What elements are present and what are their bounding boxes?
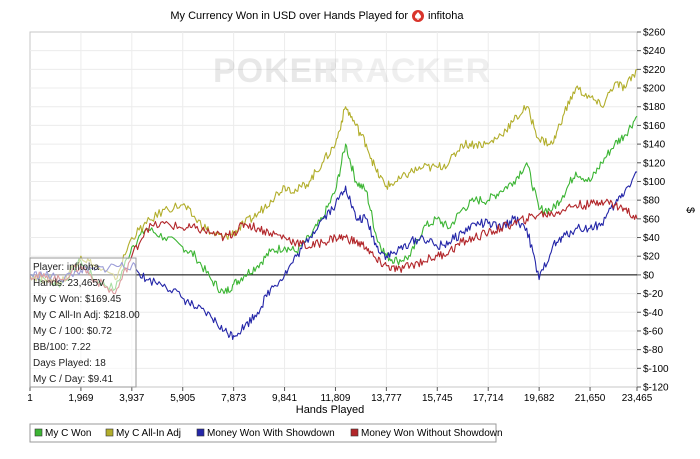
x-tick-label: 23,465	[622, 393, 653, 404]
x-tick-label: 17,714	[473, 393, 504, 404]
player-stats-box: Player: infitoha Hands: 23,465V My C Won: …	[29, 257, 140, 388]
pokertracker-watermark: POKER TRACKER	[213, 52, 491, 90]
y-tick-label: $-120	[643, 383, 669, 394]
poker-spade-icon	[412, 10, 424, 22]
legend-entry: Money Won Without Showdown	[361, 428, 503, 439]
y-tick-label: $0	[643, 270, 655, 281]
y-tick-label: $40	[643, 233, 660, 244]
y-axis-label: $	[684, 207, 696, 213]
x-tick-label: 1,969	[68, 393, 93, 404]
x-tick-label: 21,650	[575, 393, 606, 404]
legend-entry: My C Won	[45, 428, 92, 439]
x-tick-label: 5,905	[170, 393, 195, 404]
y-tick-label: $220	[643, 65, 666, 76]
x-tick-label: 15,745	[422, 393, 453, 404]
y-tick-label: $240	[643, 46, 666, 57]
series-line-2	[29, 68, 638, 285]
chart-title-player: infitoha	[428, 10, 464, 22]
stats-line: My C / 100: $0.72	[33, 326, 112, 337]
y-tick-label: $100	[643, 177, 666, 188]
legend-swatch	[196, 428, 205, 437]
y-tick-label: $120	[643, 158, 666, 169]
watermark-right: TRACKER	[318, 52, 491, 90]
stats-line: Hands: 23,465V	[33, 278, 105, 289]
legend: My C Won My C All-In Adj Money Won With Sh…	[29, 423, 503, 443]
x-tick-label: 1	[27, 393, 33, 404]
y-tick-label: $60	[643, 214, 660, 225]
stats-line: Days Played: 18	[33, 358, 106, 369]
chart-title: My Currency Won in USD over Hands Played…	[170, 10, 464, 22]
y-tick-label: $160	[643, 121, 666, 132]
y-tick-label: $200	[643, 84, 666, 95]
stats-line: My C / Day: $9.41	[33, 374, 113, 385]
y-tick-label: $260	[643, 28, 666, 39]
x-tick-label: 9,841	[272, 393, 297, 404]
series-line-1	[29, 115, 638, 295]
series-lines	[29, 68, 638, 341]
series-line-3	[29, 171, 638, 341]
series-line-4	[29, 198, 638, 295]
y-tick-label: $20	[643, 252, 660, 263]
legend-swatch	[350, 428, 359, 437]
x-tick-label: 3,937	[119, 393, 144, 404]
y-tick-label: $-20	[643, 289, 663, 300]
x-tick-label: 19,682	[524, 393, 555, 404]
legend-swatch	[34, 428, 43, 437]
y-tick-label: $180	[643, 102, 666, 113]
stats-line: BB/100: 7.22	[33, 342, 91, 353]
x-tick-label: 11,809	[321, 393, 351, 404]
stats-line: Player: infitoha	[33, 262, 100, 273]
x-tick-label: 7,873	[221, 393, 246, 404]
chart-title-text: My Currency Won in USD over Hands Played…	[170, 10, 408, 22]
y-tick-label: $-80	[643, 345, 663, 356]
x-axis-label: Hands Played	[296, 404, 365, 416]
legend-swatch	[105, 428, 114, 437]
x-axis: 1 1,969 3,937 5,905 7,873 9,841 11,809 13,777 15…	[27, 387, 653, 404]
y-tick-label: $-40	[643, 308, 663, 319]
x-tick-label: 13,777	[371, 393, 402, 404]
legend-entry: Money Won With Showdown	[207, 428, 335, 439]
y-tick-label: $-60	[643, 326, 663, 337]
legend-entry: My C All-In Adj	[116, 428, 181, 439]
y-tick-label: $80	[643, 196, 660, 207]
watermark-left: POKER	[213, 52, 339, 90]
y-tick-label: $140	[643, 140, 666, 151]
y-axis: $-120 $-100 $-80 $-60 $-40 $-20 $0 $20 $40 $60 $80…	[637, 28, 669, 394]
stats-line: My C All-In Adj: $218.00	[33, 310, 140, 321]
stats-line: My C Won: $169.45	[33, 294, 122, 305]
y-tick-label: $-100	[643, 364, 669, 375]
